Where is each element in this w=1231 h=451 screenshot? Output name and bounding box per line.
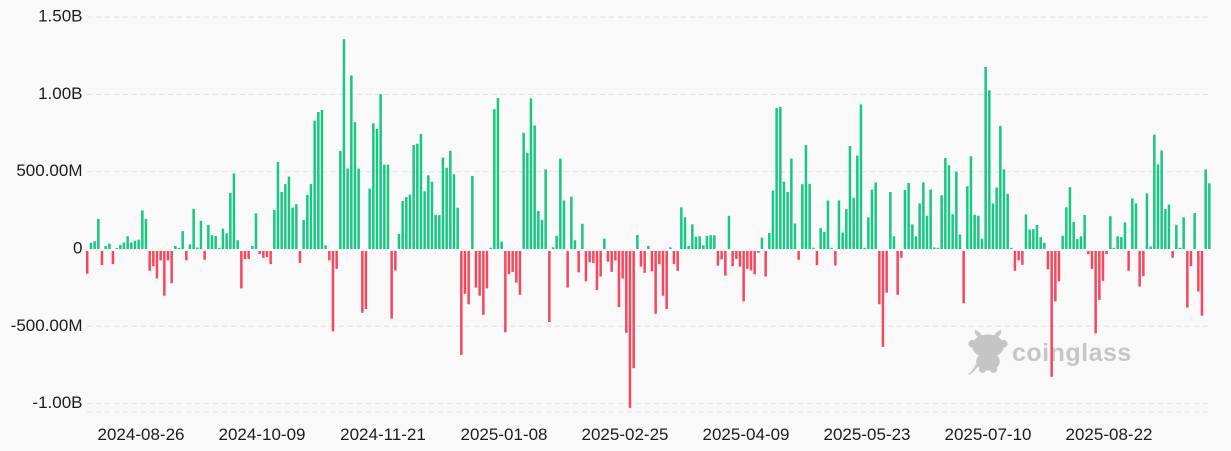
- svg-text:500.00M: 500.00M: [16, 161, 82, 180]
- svg-text:2025-05-23: 2025-05-23: [824, 425, 911, 444]
- svg-text:2025-04-09: 2025-04-09: [703, 425, 790, 444]
- svg-text:2025-01-08: 2025-01-08: [461, 425, 548, 444]
- svg-text:2025-02-25: 2025-02-25: [582, 425, 669, 444]
- svg-text:2024-08-26: 2024-08-26: [98, 425, 185, 444]
- svg-text:-1.00B: -1.00B: [32, 393, 82, 412]
- svg-text:2024-10-09: 2024-10-09: [219, 425, 306, 444]
- svg-text:1.00B: 1.00B: [38, 84, 82, 103]
- svg-text:2024-11-21: 2024-11-21: [340, 425, 426, 444]
- svg-text:2025-07-10: 2025-07-10: [945, 425, 1032, 444]
- svg-text:0: 0: [73, 239, 82, 258]
- svg-text:coinglass: coinglass: [1012, 339, 1132, 367]
- svg-text:1.50B: 1.50B: [38, 7, 82, 26]
- svg-text:2025-08-22: 2025-08-22: [1066, 425, 1153, 444]
- svg-text:-500.00M: -500.00M: [11, 316, 83, 335]
